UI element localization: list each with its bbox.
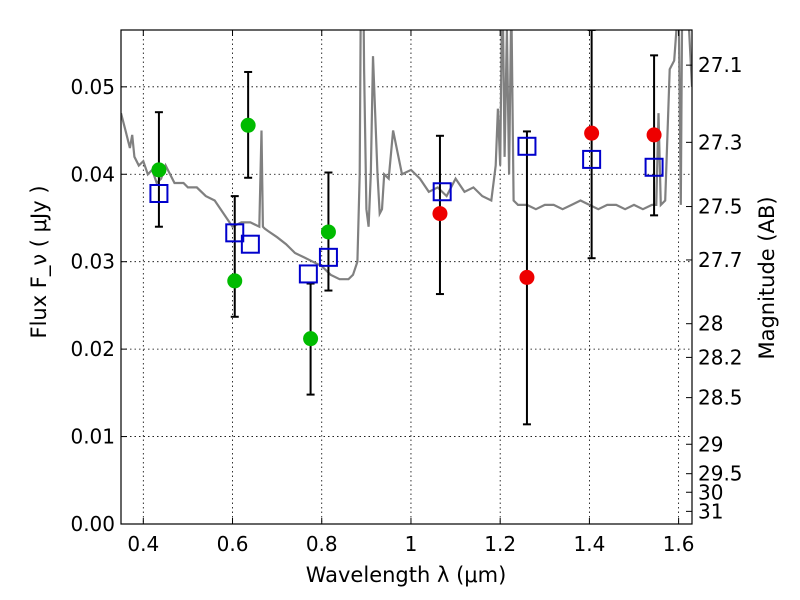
green-points <box>151 117 336 347</box>
model-square <box>582 149 602 169</box>
x-tick-label: 1.6 <box>663 532 695 556</box>
y2-tick-label: 27.5 <box>698 195 743 219</box>
x-tick-label: 0.8 <box>306 532 338 556</box>
y-axis-ticks: 0.00 0.01 0.02 0.03 0.04 0.05 <box>70 75 127 536</box>
red-points <box>432 125 662 285</box>
x-tick-label: 0.4 <box>127 532 159 556</box>
model-square <box>149 184 169 204</box>
y2-axis-label: Magnitude (AB) <box>755 196 779 359</box>
red-data-point <box>432 206 448 222</box>
green-data-point <box>227 273 243 289</box>
green-data-point <box>151 162 167 178</box>
y-tick-label: 0.00 <box>70 512 115 536</box>
x-tick-label: 0.6 <box>217 532 249 556</box>
y2-tick-label: 28.2 <box>698 345 743 369</box>
y2-tick-label: 31 <box>698 499 723 523</box>
x-tick-label: 1.2 <box>484 532 516 556</box>
y-tick-label: 0.01 <box>70 425 115 449</box>
x-axis-ticks: 0.4 0.6 0.8 1 1.2 1.4 1.6 <box>127 30 695 556</box>
green-data-point <box>240 117 256 133</box>
x-tick-label: 1 <box>405 532 418 556</box>
y2-tick-label: 28.5 <box>698 386 743 410</box>
green-data-point <box>320 224 336 240</box>
model-squares <box>149 136 664 284</box>
model-square <box>225 223 245 243</box>
y2-tick-label: 27.7 <box>698 248 743 272</box>
plot-frame <box>120 29 693 525</box>
y2-tick-label: 27.3 <box>698 130 743 154</box>
y-tick-label: 0.05 <box>70 75 115 99</box>
red-data-point <box>584 125 600 141</box>
plot-area <box>121 30 692 426</box>
x-axis-label: Wavelength λ (μm) <box>306 563 507 587</box>
model-square <box>298 264 318 284</box>
model-square <box>517 136 537 156</box>
model-square <box>240 234 260 254</box>
model-square <box>318 247 338 267</box>
red-data-point <box>646 127 662 143</box>
model-spectrum-line <box>121 30 692 281</box>
model-square <box>432 182 452 202</box>
green-data-point <box>303 331 319 347</box>
y2-tick-label: 29.5 <box>698 462 743 486</box>
red-data-point <box>519 269 535 285</box>
y2-tick-label: 27.1 <box>698 53 743 77</box>
y-tick-label: 0.02 <box>70 337 115 361</box>
error-bars <box>154 30 659 426</box>
y-tick-label: 0.04 <box>70 162 115 186</box>
y2-tick-label: 30 <box>698 480 723 504</box>
x-tick-label: 1.4 <box>573 532 605 556</box>
model-square <box>644 157 664 177</box>
grid-lines <box>121 30 692 525</box>
y2-tick-label: 28 <box>698 312 723 336</box>
y-axis-label: Flux F_ν ( μJy ) <box>27 185 52 338</box>
y2-tick-label: 29 <box>698 432 723 456</box>
y-tick-label: 0.03 <box>70 250 115 274</box>
